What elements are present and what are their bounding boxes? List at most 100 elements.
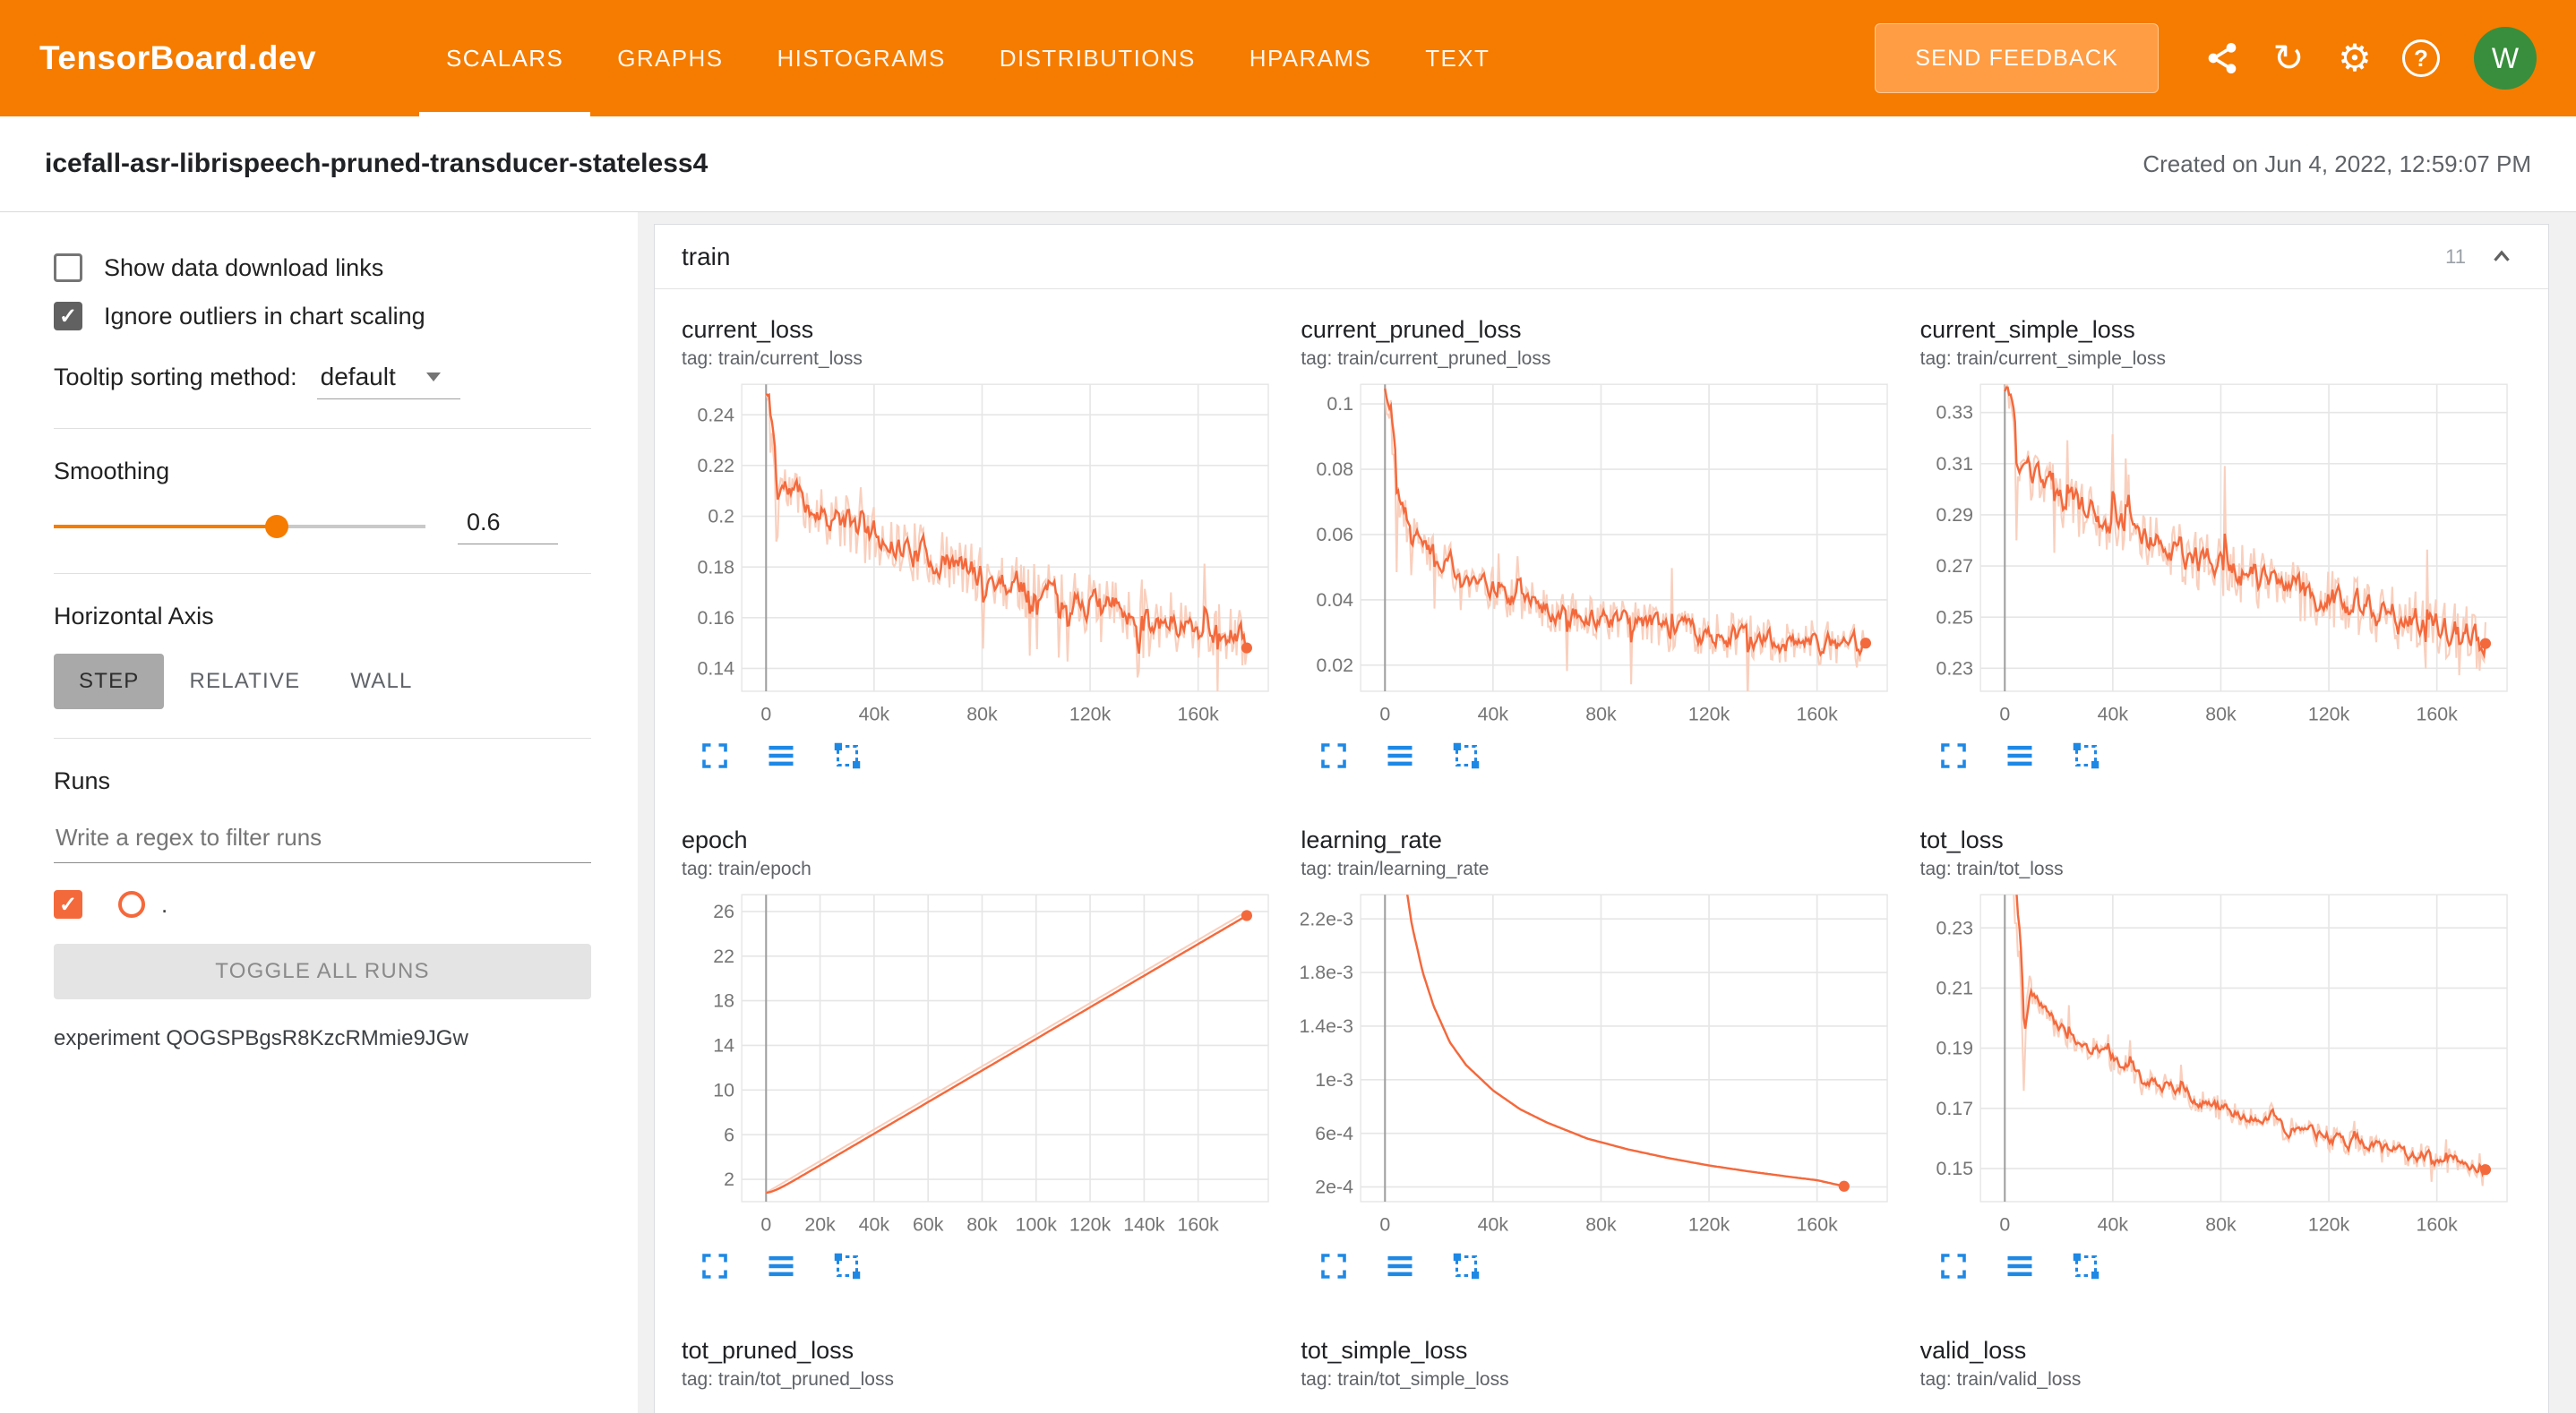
slider-thumb[interactable]: [265, 515, 288, 538]
svg-text:80k: 80k: [2205, 1213, 2237, 1235]
svg-text:6: 6: [724, 1124, 734, 1145]
send-feedback-button[interactable]: SEND FEEDBACK: [1875, 23, 2159, 93]
chart-count-badge: 11: [2445, 244, 2466, 268]
ignore-outliers-label: Ignore outliers in chart scaling: [104, 302, 425, 330]
svg-text:0.21: 0.21: [1936, 977, 1973, 998]
svg-text:0.22: 0.22: [697, 455, 734, 476]
chart-actions: [682, 735, 1283, 776]
chart-tag: tag: train/current_pruned_loss: [1301, 348, 1551, 369]
runs-selector-button[interactable]: [760, 735, 802, 776]
svg-text:0.17: 0.17: [1936, 1098, 1973, 1119]
show-download-links-checkbox[interactable]: [54, 253, 82, 282]
tab-distributions[interactable]: DISTRIBUTIONS: [999, 44, 1196, 72]
fit-data-icon: [1454, 742, 1480, 769]
chart-actions: [1920, 1246, 2521, 1287]
expand-chart-button[interactable]: [1313, 735, 1354, 776]
svg-text:0.29: 0.29: [1936, 504, 1973, 526]
lines-icon: [2007, 745, 2032, 766]
svg-text:0: 0: [760, 1213, 771, 1235]
axis-relative-button[interactable]: RELATIVE: [164, 654, 325, 709]
chart-tag: tag: train/epoch: [682, 858, 811, 879]
chart-actions: [1920, 735, 2521, 776]
runs-selector-button[interactable]: [1379, 1246, 1421, 1287]
smoothing-value-field[interactable]: 0.6: [458, 509, 558, 544]
experiment-name: icefall-asr-librispeech-pruned-transduce…: [45, 149, 708, 178]
ignore-outliers-checkbox[interactable]: [54, 302, 82, 330]
svg-text:14: 14: [713, 1034, 734, 1056]
tab-text[interactable]: TEXT: [1425, 44, 1490, 72]
fit-domain-button[interactable]: [827, 1246, 868, 1287]
axis-wall-button[interactable]: WALL: [325, 654, 437, 709]
chart-card: epoch tag: train/epoch 2 6 10 14 18 22 26 0 20k 4…: [682, 826, 1283, 1287]
horizontal-axis-toggle: STEP RELATIVE WALL: [54, 654, 591, 709]
chart-title: learning_rate: [1301, 826, 1442, 853]
collapse-section-button[interactable]: [2482, 237, 2521, 277]
smoothing-slider[interactable]: [54, 515, 425, 538]
smoothing-label: Smoothing: [54, 458, 170, 484]
svg-text:2: 2: [724, 1169, 734, 1190]
svg-text:160k: 160k: [2416, 1213, 2458, 1235]
run-row[interactable]: .: [54, 890, 591, 919]
svg-text:0.14: 0.14: [697, 658, 734, 680]
tab-hparams[interactable]: HPARAMS: [1249, 44, 1372, 72]
chart-plot[interactable]: 2e-4 6e-4 1e-3 1.4e-3 1.8e-3 2.2e-3 0 40k 80k 120…: [1301, 884, 1902, 1244]
chart-plot[interactable]: 0.23 0.25 0.27 0.29 0.31 0.33 0 40k 80k 120k 160k: [1920, 373, 2521, 733]
runs-selector-button[interactable]: [760, 1246, 802, 1287]
experiment-id: experiment QOGSPBgsR8KzcRMmie9JGw: [54, 1026, 468, 1050]
lines-icon: [2007, 1255, 2032, 1276]
expand-chart-button[interactable]: [694, 1246, 735, 1287]
toggle-all-runs-button[interactable]: TOGGLE ALL RUNS: [54, 944, 591, 999]
run-checkbox[interactable]: [54, 890, 82, 919]
show-download-links-row[interactable]: Show data download links: [54, 253, 591, 282]
svg-text:160k: 160k: [2416, 704, 2458, 725]
svg-text:0.15: 0.15: [1936, 1158, 1973, 1179]
svg-text:80k: 80k: [966, 1213, 998, 1235]
expand-chart-button[interactable]: [1933, 735, 1974, 776]
runs-selector-button[interactable]: [1999, 735, 2040, 776]
fit-domain-button[interactable]: [2065, 1246, 2107, 1287]
svg-text:60k: 60k: [913, 1213, 944, 1235]
card-title: train: [682, 242, 731, 270]
refresh-button[interactable]: ↻: [2260, 30, 2317, 87]
svg-text:10: 10: [713, 1079, 734, 1100]
train-card-header[interactable]: train 11: [655, 225, 2548, 289]
tab-graphs[interactable]: GRAPHS: [617, 44, 724, 72]
axis-step-button[interactable]: STEP: [54, 654, 165, 709]
help-button[interactable]: ?: [2392, 30, 2450, 87]
tooltip-sorting-select[interactable]: default: [316, 361, 460, 399]
runs-selector-button[interactable]: [1999, 1246, 2040, 1287]
avatar[interactable]: W: [2474, 27, 2537, 90]
expand-icon: [1940, 1253, 1966, 1279]
chart-card: tot_pruned_loss tag: train/tot_pruned_lo…: [682, 1337, 1283, 1394]
svg-text:120k: 120k: [2308, 704, 2350, 725]
fit-domain-button[interactable]: [2065, 735, 2107, 776]
expand-chart-button[interactable]: [1313, 1246, 1354, 1287]
fit-domain-button[interactable]: [1446, 1246, 1487, 1287]
svg-text:0.33: 0.33: [1936, 402, 1973, 424]
fit-domain-button[interactable]: [1446, 735, 1487, 776]
expand-icon: [702, 1253, 727, 1279]
svg-text:1e-3: 1e-3: [1316, 1069, 1354, 1091]
svg-text:160k: 160k: [1797, 704, 1839, 725]
app-title[interactable]: TensorBoard.dev: [39, 39, 317, 76]
runs-filter-input[interactable]: [54, 818, 591, 863]
chart-plot[interactable]: 0.15 0.17 0.19 0.21 0.23 0 40k 80k 120k 160k: [1920, 884, 2521, 1244]
chart-tag: tag: train/current_loss: [682, 348, 863, 369]
chart-plot[interactable]: 0.02 0.04 0.06 0.08 0.1 0 40k 80k 120k 160k: [1301, 373, 1902, 733]
chart-plot[interactable]: 0.14 0.16 0.18 0.2 0.22 0.24 0 40k 80k 120k 160k: [682, 373, 1283, 733]
settings-button[interactable]: ⚙: [2326, 30, 2383, 87]
tooltip-sorting-value: default: [320, 363, 396, 390]
runs-selector-button[interactable]: [1379, 735, 1421, 776]
fit-domain-button[interactable]: [827, 735, 868, 776]
ignore-outliers-row[interactable]: Ignore outliers in chart scaling: [54, 302, 591, 330]
train-card: train 11 current_loss tag: train/current…: [654, 224, 2549, 1413]
svg-text:0.2: 0.2: [708, 506, 734, 527]
share-button[interactable]: [2194, 30, 2251, 87]
chart-tag: tag: train/learning_rate: [1301, 858, 1490, 879]
chevron-up-icon: [2494, 250, 2510, 261]
expand-chart-button[interactable]: [694, 735, 735, 776]
tab-scalars[interactable]: SCALARS: [419, 0, 591, 116]
expand-chart-button[interactable]: [1933, 1246, 1974, 1287]
tab-histograms[interactable]: HISTOGRAMS: [777, 44, 946, 72]
